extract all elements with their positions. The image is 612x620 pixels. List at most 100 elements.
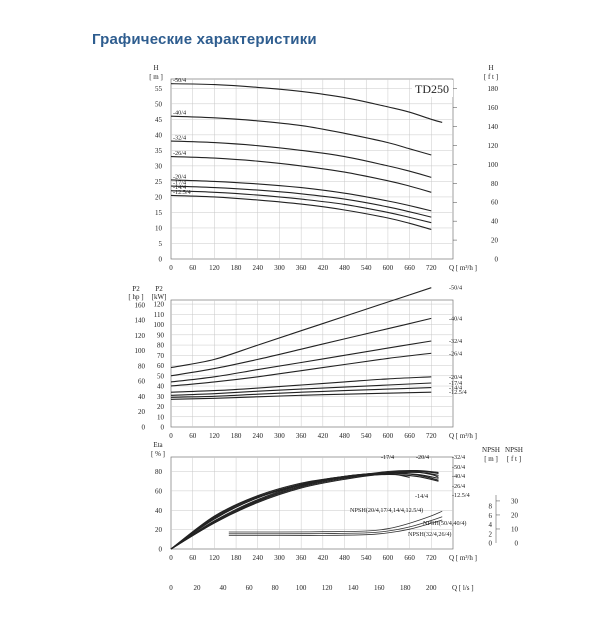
eta-x-tick: 600 [383,554,394,562]
eta-symbol: Eta [153,441,163,449]
head-x-tick: 60 [189,264,197,272]
power-kw-tick: 20 [157,403,165,411]
head-curve [170,156,432,193]
power-hp-tick: 20 [138,408,146,416]
power-hp-tick: 120 [135,332,146,340]
power-chart-ticks: 0 60 120 180 240 300 360 420 480 540 600 660 7201020… [135,301,438,440]
head-chart-grid [171,79,453,259]
eta-x-tick: 60 [189,554,197,562]
power-kw-tick: 40 [157,383,165,391]
eta-x2-tick: 60 [246,584,254,592]
power-x-tick: 540 [361,432,372,440]
head-y-tick: 30 [155,162,163,170]
eta-x-tick: 720 [426,554,437,562]
head-right-symbol: H [488,64,493,72]
head-y-tick: 15 [155,209,163,217]
power-x-tick: 600 [383,432,394,440]
head-chart-frame [170,78,454,260]
power-series-label: -50/4 [449,285,462,292]
eta-x2-tick: 20 [194,584,202,592]
power-hp-tick: 100 [135,347,146,355]
head-ft-tick: 140 [488,123,499,131]
head-y-tick: 0 [159,256,163,264]
power-kw-tick: 120 [154,301,165,309]
head-ft-tick: 20 [491,237,499,245]
power-kw-tick: 10 [157,413,165,421]
head-y-tick: 40 [155,131,163,139]
npsh-ft-unit: [ f t ] [507,455,521,463]
head-series-label: -12.5/4 [173,189,191,196]
eta-x2-tick: 120 [322,584,333,592]
power-kw-tick: 50 [157,372,165,380]
npsh-m-tick: 4 [489,521,493,529]
head-curve [170,115,432,156]
npsh-ft-tick: 0 [515,540,519,548]
eta-x-tick: 0 [169,554,173,562]
power-x-unit: Q [ m³/h ] [449,432,477,440]
power-x-tick: 480 [339,432,350,440]
npsh-curve [228,510,443,533]
head-left-unit: [ m ] [149,73,163,81]
power-x-tick: 180 [231,432,242,440]
power-curve [170,391,432,400]
eta-x2-tick: 160 [374,584,385,592]
head-curve [170,83,443,123]
power-curve [170,382,432,396]
head-ft-tick: 120 [488,142,499,150]
eta-x-tick: 420 [318,554,329,562]
efficiency-chart-curves [170,469,439,550]
eta-series-label: -20/4 [416,454,429,461]
power-kw-tick: 0 [161,424,165,432]
power-chart-series-labels: -50/4 -40/4 -32/4 -26/4 -20/4-17/4-14/4-12.5… [449,285,467,396]
head-y-tick: 10 [155,224,163,232]
head-y-tick: 5 [159,240,163,248]
head-x-tick: 660 [404,264,415,272]
power-curve [170,376,432,393]
eta-series-label: -14/4 [415,493,428,500]
power-curve [170,352,432,387]
eta-x-tick: 660 [404,554,415,562]
npsh-curves [228,510,443,537]
power-chart-grid [171,300,453,427]
power-kw-tick: 80 [157,342,165,350]
power-curve [170,317,432,377]
power-hp-tick: 160 [135,301,146,309]
eta-x-tick: 540 [361,554,372,562]
power-hp-tick: 0 [142,424,146,432]
power-curve [170,340,432,383]
eta-series-label: -32/4 [452,454,465,461]
power-kw-tick: 100 [154,321,165,329]
head-ft-tick: 180 [488,85,499,93]
head-series-label: -14/4 [173,184,186,191]
eta-curve [170,471,439,550]
head-curve [170,190,432,224]
head-series-label: -40/4 [173,110,186,117]
npsh-ft-tick: 20 [511,511,519,519]
head-x-tick: 600 [383,264,394,272]
power-series-label: -26/4 [449,350,462,357]
power-x-tick: 240 [253,432,264,440]
head-x-tick: 0 [169,264,173,272]
head-x-unit: Q [ m³/h ] [449,264,477,272]
power-kw-tick: 110 [154,311,165,319]
eta-x2-tick: 100 [296,584,307,592]
eta-x2-tick: 140 [348,584,359,592]
npsh-m-tick: 2 [489,530,493,538]
head-curve [170,179,432,212]
head-chart-ticks: 0 60 120 180 240 300 360 420 480 540 600 660 7205101… [155,85,499,272]
eta-series-label: -12.5/4 [452,492,470,499]
efficiency-chart: -17/4 -20/4 -32/4 -50/4 -40/4 -26/4 -14/4 -12.5… [151,441,523,592]
head-x-tick: 120 [209,264,220,272]
head-chart-series-labels: -50/4 -40/4 -32/4 -26/4 -20/4-17/4-14/4-12.5… [173,77,191,196]
eta-series-label: -17/4 [381,454,394,461]
power-chart-curves [170,287,432,400]
eta-x2-unit: Q [ l/s ] [452,584,474,592]
model-label-box [412,80,453,97]
head-x-tick: 540 [361,264,372,272]
head-x-tick: 180 [231,264,242,272]
head-ft-tick: 40 [491,218,499,226]
head-series-label: -17/4 [173,180,186,187]
power-curve [170,287,432,369]
